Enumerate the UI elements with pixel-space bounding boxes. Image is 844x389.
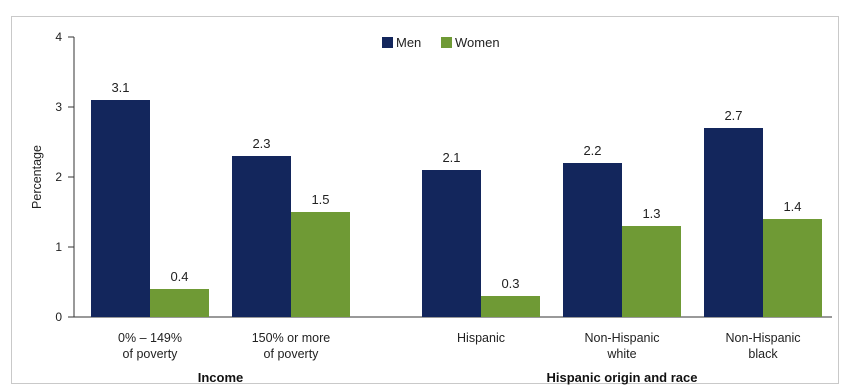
legend-label-women: Women [455, 35, 500, 50]
category-label: 150% or more [252, 331, 331, 345]
y-tick-label: 3 [55, 100, 62, 114]
data-label-men-0: 3.1 [111, 80, 129, 95]
bar-women-3 [622, 226, 681, 317]
bar-men-3 [563, 163, 622, 317]
legend-label-men: Men [396, 35, 421, 50]
legend-swatch-women [441, 37, 452, 48]
y-axis-title: Percentage [30, 145, 44, 209]
category-label: white [606, 347, 636, 361]
labels: 3.1 2.3 2.1 2.2 2.7 0.4 1.5 0.3 1.3 1.4 0% – 149% o… [111, 80, 801, 385]
bar-women-0 [150, 289, 209, 317]
y-tick-label: 0 [55, 310, 62, 324]
data-label-women-2: 0.3 [501, 276, 519, 291]
group-label: Hispanic origin and race [547, 370, 698, 385]
group-label: Income [198, 370, 244, 385]
bar-men-0 [91, 100, 150, 317]
data-label-women-4: 1.4 [783, 199, 801, 214]
bar-men-1 [232, 156, 291, 317]
y-tick-label: 2 [55, 170, 62, 184]
data-label-men-4: 2.7 [724, 108, 742, 123]
bars [91, 100, 822, 317]
category-label: black [748, 347, 778, 361]
bar-women-1 [291, 212, 350, 317]
y-tick-label: 1 [55, 240, 62, 254]
category-label: of poverty [123, 347, 179, 361]
bar-women-4 [763, 219, 822, 317]
category-label: of poverty [264, 347, 320, 361]
data-label-men-3: 2.2 [583, 143, 601, 158]
category-label: Non-Hispanic [725, 331, 800, 345]
category-label: Hispanic [457, 331, 505, 345]
data-label-women-1: 1.5 [311, 192, 329, 207]
legend: Men Women [382, 35, 500, 50]
data-label-men-2: 2.1 [442, 150, 460, 165]
data-label-women-0: 0.4 [170, 269, 188, 284]
bar-women-2 [481, 296, 540, 317]
legend-swatch-men [382, 37, 393, 48]
bar-men-2 [422, 170, 481, 317]
data-label-women-3: 1.3 [642, 206, 660, 221]
y-tick-label: 4 [55, 30, 62, 44]
bar-men-4 [704, 128, 763, 317]
data-label-men-1: 2.3 [252, 136, 270, 151]
category-label: 0% – 149% [118, 331, 182, 345]
category-label: Non-Hispanic [584, 331, 659, 345]
